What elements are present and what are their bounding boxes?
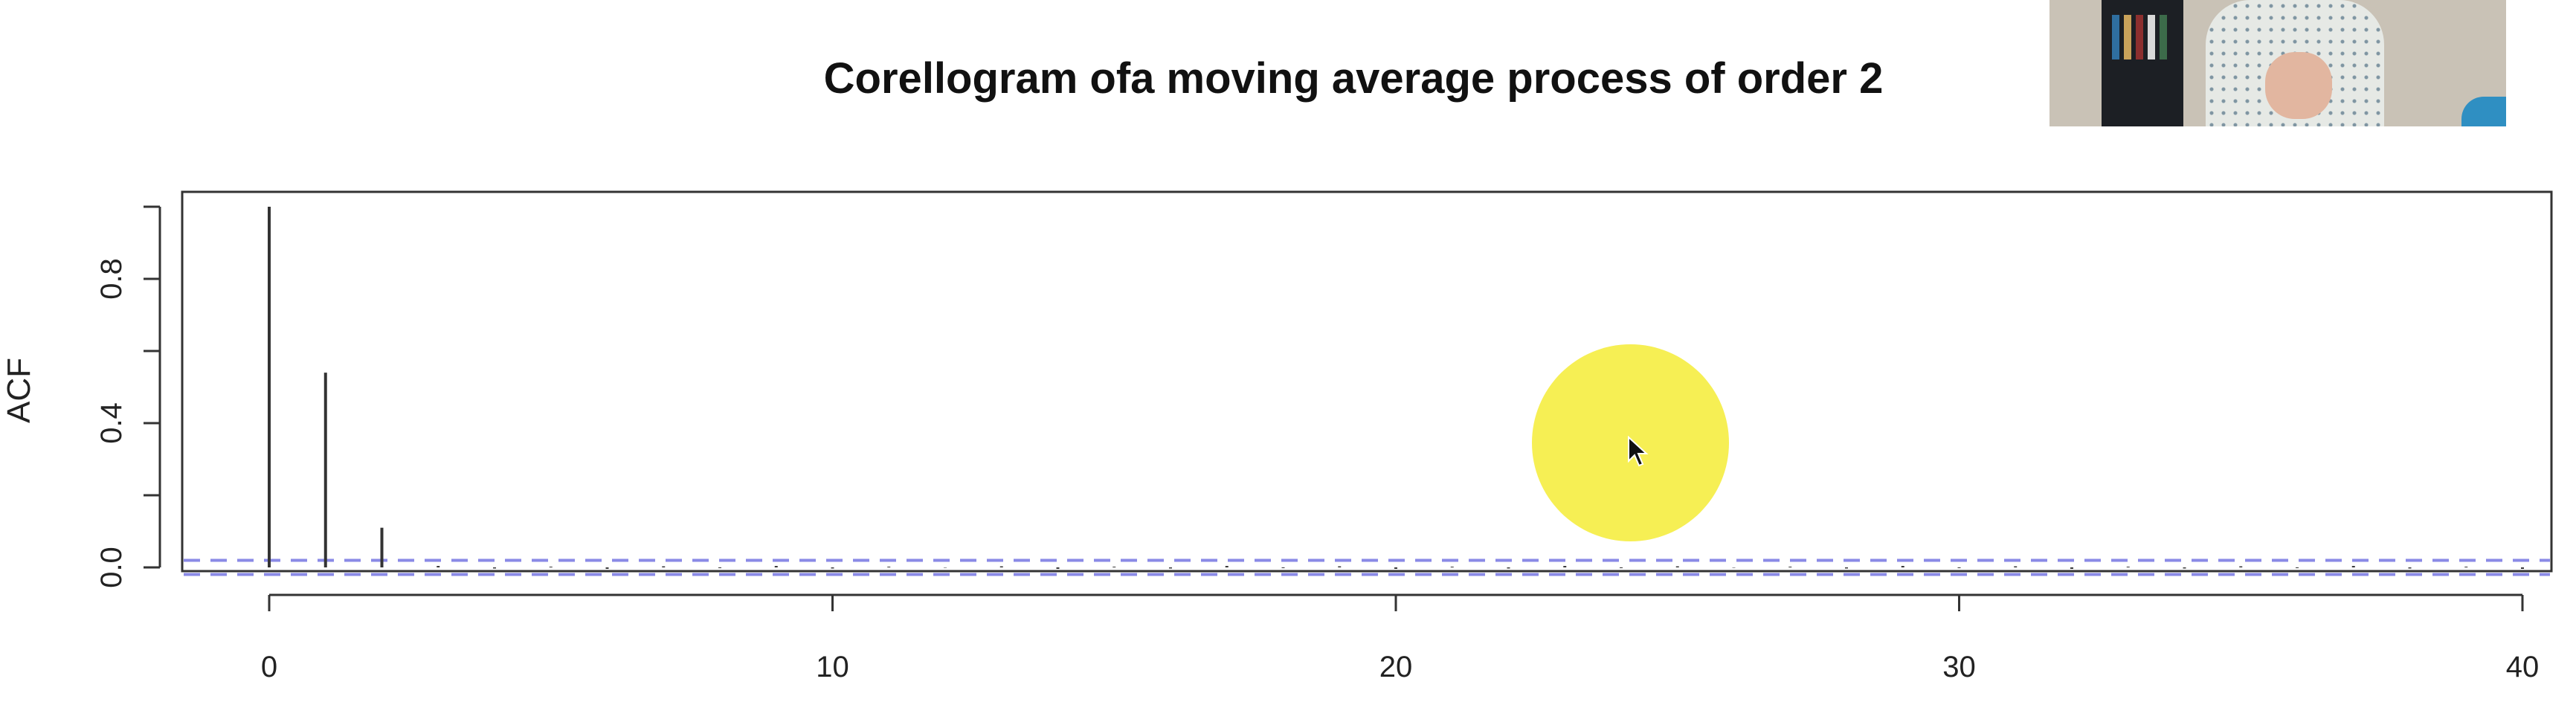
shelf-book	[2148, 15, 2155, 59]
x-tick-label-30: 30	[1942, 651, 1976, 683]
background-object	[2461, 97, 2506, 126]
x-tick-label-0: 0	[261, 651, 277, 683]
x-tick-label-40: 40	[2506, 651, 2540, 683]
confidence-band	[184, 558, 2550, 576]
bookshelf	[2102, 0, 2183, 126]
y-tick-label-0.8: 0.8	[95, 258, 128, 300]
y-axis-label: ACF	[1, 358, 37, 423]
y-tick-label-0: 0.0	[95, 547, 128, 588]
x-tick-label-10: 10	[816, 651, 849, 683]
shelf-book	[2136, 15, 2143, 59]
shelf-book	[2124, 15, 2131, 59]
shelf-book	[2112, 15, 2119, 59]
shelf-book	[2160, 15, 2167, 59]
y-tick-label-0.4: 0.4	[95, 402, 128, 444]
x-axis: 0 10 20 30 40	[261, 593, 2540, 683]
x-tick-label-20: 20	[1379, 651, 1413, 683]
plot-frame	[181, 190, 2553, 573]
webcam-video	[2049, 0, 2506, 126]
y-axis: 0.0 0.4 0.8	[95, 205, 161, 588]
chart-title: Corellogram ofa moving average process o…	[824, 54, 1884, 103]
presenter-hands	[2265, 52, 2332, 119]
acf-bars	[268, 207, 2524, 569]
arrow-cursor-icon	[1628, 436, 1649, 467]
